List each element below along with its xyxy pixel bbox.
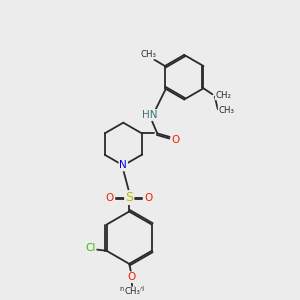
Text: S: S bbox=[125, 191, 133, 204]
Text: methyl: methyl bbox=[120, 286, 145, 292]
Text: O: O bbox=[128, 272, 136, 282]
Text: CH₃: CH₃ bbox=[124, 287, 140, 296]
Text: O: O bbox=[106, 193, 114, 202]
Text: HN: HN bbox=[142, 110, 158, 120]
Text: O: O bbox=[145, 193, 153, 202]
Text: CH₂: CH₂ bbox=[215, 91, 231, 100]
Text: N: N bbox=[119, 160, 127, 170]
Text: CH₃: CH₃ bbox=[140, 50, 156, 59]
Text: CH₃: CH₃ bbox=[218, 106, 234, 115]
Text: Cl: Cl bbox=[85, 243, 96, 253]
Text: O: O bbox=[172, 136, 180, 146]
